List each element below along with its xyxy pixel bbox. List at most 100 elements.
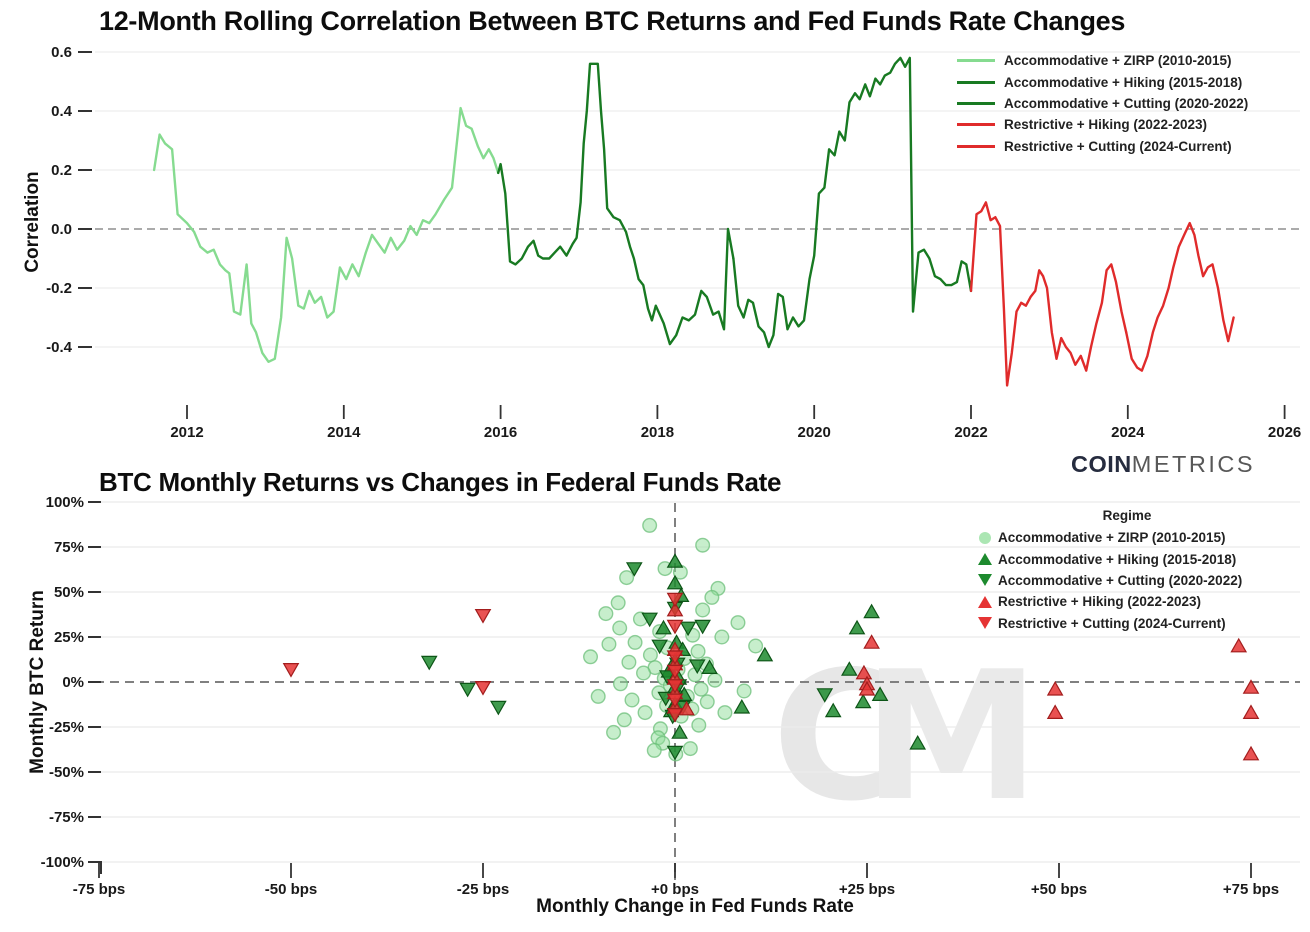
scatter-point: [666, 664, 684, 680]
legend-label: Restrictive + Cutting (2024-Current): [1004, 138, 1232, 154]
scatter-point: [666, 693, 684, 709]
scatter-point: [666, 592, 684, 608]
bottom-chart-ylabel: Monthly BTC Return: [27, 590, 48, 774]
bottom-chart-plot: 100% 75% 50% 25% 0% -25% -50% -75% -100% -75 bps -…: [41, 494, 1300, 898]
scatter-point: [583, 649, 599, 665]
triangle-up-glyph: [978, 595, 992, 608]
scatter-point: [733, 698, 751, 714]
tick-label: 0%: [62, 674, 84, 691]
legend-item: Restrictive + Hiking (2022-2023): [972, 591, 1282, 612]
scatter-point: [695, 602, 711, 618]
bottom-chart-legend: Regime Accommodative + ZIRP (2010-2015) A…: [972, 508, 1282, 634]
legend-line-swatch: [957, 80, 995, 84]
tick-label: 2018: [641, 424, 674, 441]
scatter-point: [666, 574, 684, 590]
tick-label: 2014: [327, 424, 361, 441]
scatter-point: [666, 601, 684, 617]
tick-label: 0.2: [51, 162, 72, 179]
tick-label: 2012: [170, 424, 203, 441]
legend-item: Restrictive + Cutting (2024-Current): [972, 613, 1282, 634]
scatter-point: [651, 639, 668, 655]
tick-label: -75%: [49, 809, 84, 826]
scatter-point: [1242, 745, 1260, 761]
legend-item: Accommodative + ZIRP (2010-2015): [972, 527, 1282, 548]
scatter-point: [619, 570, 635, 586]
scatter-point: [666, 553, 684, 568]
scatter-series-0: [583, 517, 764, 762]
scatter-point: [1242, 704, 1260, 720]
tick-label: 2016: [484, 424, 517, 441]
scatter-point: [701, 659, 718, 675]
scatter-point: [704, 589, 720, 605]
scatter-point: [590, 688, 606, 704]
scatter-point: [756, 646, 774, 662]
scatter-point: [490, 700, 507, 716]
scatter-series-1: [655, 553, 927, 750]
correlation-series-0: [152, 106, 500, 363]
scatter-point: [688, 659, 706, 675]
tick-label: 25%: [54, 629, 84, 646]
legend-label: Accommodative + ZIRP (2010-2015): [998, 530, 1226, 546]
tick-label: 0.0: [51, 221, 72, 238]
legend-line-swatch: [957, 123, 995, 127]
scatter-point: [717, 705, 733, 721]
scatter-point: [909, 734, 927, 750]
legend-item: Accommodative + Cutting (2020-2022): [957, 93, 1248, 114]
scatter-point: [637, 705, 653, 721]
scatter-point: [610, 595, 626, 611]
scatter-point: [671, 724, 688, 739]
scatter-point: [666, 707, 684, 723]
tick-label: +75 bps: [1223, 881, 1279, 898]
scatter-point: [612, 620, 628, 636]
scatter-point: [748, 638, 764, 654]
scatter-point: [816, 688, 834, 703]
scatter-point: [612, 676, 628, 692]
scatter-point: [642, 647, 658, 663]
scatter-point: [871, 686, 889, 702]
tick-label: +0 bps: [651, 881, 699, 898]
watermark-letter-c: C: [772, 633, 903, 840]
legend-item: Restrictive + Hiking (2022-2023): [957, 114, 1248, 135]
correlation-series-1: [497, 62, 735, 346]
tick-label: -0.4: [46, 339, 73, 356]
scatter-point: [606, 724, 622, 740]
scatter-point: [666, 650, 684, 666]
correlation-series-2: [732, 56, 973, 349]
tick-label: +50 bps: [1031, 881, 1087, 898]
legend-item: Restrictive + Cutting (2024-Current): [957, 136, 1248, 157]
scatter-point: [693, 681, 709, 697]
triangle-up-glyph: [978, 553, 992, 566]
scatter-point: [598, 606, 614, 622]
scatter-point: [1242, 679, 1260, 694]
scatter-point: [1230, 637, 1248, 653]
scatter-point: [695, 537, 711, 553]
scatter-point: [636, 665, 652, 681]
legend-rows: Accommodative + ZIRP (2010-2015) Accommod…: [972, 527, 1282, 634]
tick-label: -25 bps: [457, 881, 510, 898]
tick-label: 2022: [954, 424, 987, 441]
scatter-point: [627, 634, 643, 650]
circle-glyph: [979, 531, 991, 544]
triangle-down-glyph: [978, 617, 992, 630]
tick-label: -100%: [41, 854, 84, 871]
scatter-point: [474, 608, 492, 624]
scatter-point: [601, 636, 617, 652]
scatter-point: [691, 717, 707, 733]
legend-label: Accommodative + Hiking (2015-2018): [1004, 74, 1243, 90]
tick-label: +25 bps: [839, 881, 895, 898]
tick-label: 50%: [54, 584, 84, 601]
scatter-point: [666, 679, 684, 694]
tick-label: 2020: [798, 424, 831, 441]
correlation-series-4: [1124, 221, 1235, 372]
correlation-series-3: [969, 201, 1128, 387]
tick-label: 0.4: [51, 103, 73, 120]
tick-label: 2026: [1268, 424, 1301, 441]
tick-label: -50 bps: [265, 881, 318, 898]
triangle-down-icon: [972, 574, 998, 587]
scatter-point: [848, 619, 866, 635]
watermark-letter-m: M: [862, 633, 1040, 840]
circle-icon: [972, 531, 998, 544]
logo-text-coin: COIN: [1071, 451, 1132, 477]
coinmetrics-logo: COINMETRICS: [1071, 451, 1255, 478]
scatter-series-4: [282, 592, 684, 723]
